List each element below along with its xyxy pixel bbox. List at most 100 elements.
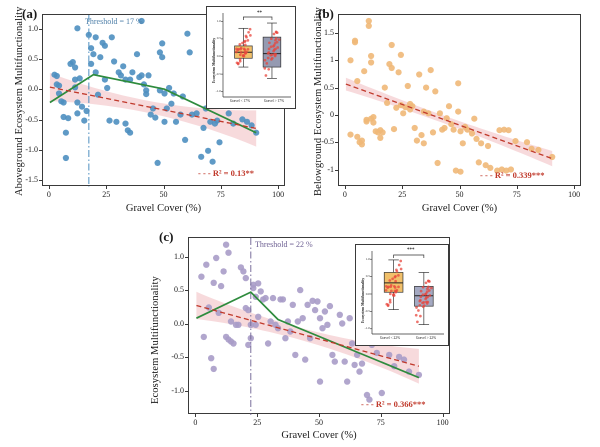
x-tick-label: 75 (216, 190, 225, 199)
inset-y-tick-label: 0.0 (216, 54, 221, 58)
panel-c-inset-significance: *** (407, 248, 415, 253)
panel-c-canvas (196, 238, 423, 415)
panel-c: (c) Ecosystem Multifunctionality 0 25 50 75… (133, 224, 473, 447)
panel-c-inset-xtick-0: Gravel < 22% (379, 336, 401, 340)
panel-a-inset-significance: ** (257, 11, 262, 16)
y-tick-label: 0.0 (174, 318, 184, 328)
x-tick-label: 75 (376, 418, 385, 427)
panel-a-inset-xtick-0: Gravel < 17% (229, 99, 251, 103)
inset-y-tick-label: 1.0 (365, 256, 370, 261)
x-tick-label: 75 (512, 190, 521, 199)
y-tick-label: -0.5 (321, 137, 334, 147)
panel-a-xlabel: Gravel Cover (%) (125, 203, 202, 214)
panel-a-r2-label: - - - R² = 0.13** (198, 168, 255, 178)
inset-y-tick-label: 0.0 (365, 291, 370, 296)
inset-y-tick-label: -0.5 (215, 71, 221, 76)
panel-c-threshold-label: Threshold = 22 % (255, 240, 313, 249)
x-tick-label: 50 (455, 190, 464, 199)
x-tick-label: 0 (193, 418, 198, 427)
y-tick-label: 0.5 (28, 54, 38, 64)
y-tick-label: 1.5 (324, 28, 334, 38)
x-tickmark (106, 186, 108, 189)
panel-c-inset-xtick-1: Gravel > 22% (415, 336, 437, 340)
y-tick-label: -0.5 (171, 352, 184, 362)
y-tickmark (335, 142, 338, 144)
panel-c-xlabel: Gravel Cover (%) (281, 430, 357, 441)
y-tickmark (185, 257, 188, 259)
y-tick-label: 1 (330, 55, 334, 65)
inset-y-tick-label: -0.5 (364, 308, 370, 313)
x-tickmark (574, 186, 576, 189)
x-tick-label: 25 (253, 418, 262, 427)
y-tickmark (185, 390, 188, 392)
y-tickmark (335, 169, 338, 171)
x-tick-label: 100 (272, 190, 285, 199)
panel-a-canvas (49, 15, 260, 187)
panel-b: (b) Belowground Ecosystem Multifunctiona… (300, 0, 600, 220)
x-tick-label: 100 (568, 190, 581, 199)
y-tick-label: -1.5 (25, 174, 38, 184)
y-tick-label: -1.0 (171, 385, 184, 395)
y-tick-label: -1.0 (25, 144, 38, 154)
panel-c-inset-canvas (370, 251, 444, 335)
x-tick-label: 0 (46, 190, 51, 199)
y-tickmark (185, 357, 188, 359)
y-tickmark (185, 323, 188, 325)
x-tickmark (278, 186, 280, 189)
x-tickmark (402, 186, 404, 189)
y-tickmark (39, 59, 42, 61)
panel-b-r2-label: - - - R² = 0.339*** (480, 170, 545, 180)
panel-c-tag: (c) (159, 229, 174, 244)
y-tick-label: 0.5 (174, 285, 184, 295)
x-tickmark (220, 186, 222, 189)
x-tick-label: 50 (315, 418, 323, 427)
panel-b-plot-area (338, 14, 581, 186)
x-tickmark (344, 186, 346, 189)
y-tickmark (185, 290, 188, 292)
panel-a-ylabel: Aboveground Ecosystem Multifunctionality (14, 6, 25, 196)
y-tickmark (39, 29, 42, 31)
panel-c-inset: Ecosystem Multifunctionality 1.0 0.5 0.0 -0… (355, 244, 449, 346)
y-tickmark (335, 33, 338, 35)
x-tick-label: 25 (102, 190, 111, 199)
panel-a-threshold-label: Threshold = 17 % (85, 17, 143, 26)
inset-y-tick-label: 0.5 (365, 274, 370, 279)
x-tick-label: 0 (342, 190, 347, 199)
x-tickmark (516, 186, 518, 189)
x-tickmark (442, 414, 444, 417)
y-tickmark (39, 89, 42, 91)
inset-y-tick-label: -1.0 (215, 89, 221, 94)
y-tickmark (335, 115, 338, 117)
x-tickmark (48, 186, 50, 189)
y-tickmark (39, 119, 42, 121)
y-tick-label: 1.0 (174, 252, 184, 262)
y-tick-label: -0.5 (25, 114, 38, 124)
x-tickmark (319, 414, 320, 417)
panel-a: (a) Aboveground Ecosystem Multifunctiona… (0, 0, 297, 220)
panel-c-ylabel: Ecosystem Multifunctionality (150, 276, 161, 404)
panel-b-xlabel: Gravel Cover (%) (421, 203, 498, 214)
y-tick-label: 0.0 (28, 84, 38, 94)
inset-y-tick-label: 0.5 (216, 36, 221, 41)
x-tickmark (257, 414, 259, 417)
y-tickmark (39, 149, 42, 151)
x-tickmark (380, 414, 382, 417)
x-tickmark (459, 186, 461, 189)
x-tick-label: 25 (398, 190, 407, 199)
panel-a-inset-xtick-1: Gravel > 17% (263, 99, 285, 103)
y-tick-label: 0.5 (324, 82, 334, 92)
x-tickmark (163, 186, 165, 189)
panel-a-inset: Ecosystem Multifunctionality 1.0 0.5 0.0 -0… (206, 6, 296, 109)
y-tickmark (335, 87, 338, 89)
y-tick-label: 0 (330, 110, 334, 120)
x-tickmark (195, 414, 197, 417)
inset-y-tick-label: -1.0 (364, 326, 370, 331)
panel-a-inset-canvas (221, 13, 291, 98)
y-tick-label: -1 (327, 164, 334, 174)
inset-y-tick-label: 1.0 (216, 18, 221, 23)
panel-b-canvas (345, 17, 556, 175)
y-tick-label: 1.0 (28, 24, 38, 34)
panel-c-r2-label: - - - R² = 0.366*** (361, 399, 426, 409)
x-tick-label: 100 (436, 418, 449, 427)
y-tickmark (335, 60, 338, 62)
